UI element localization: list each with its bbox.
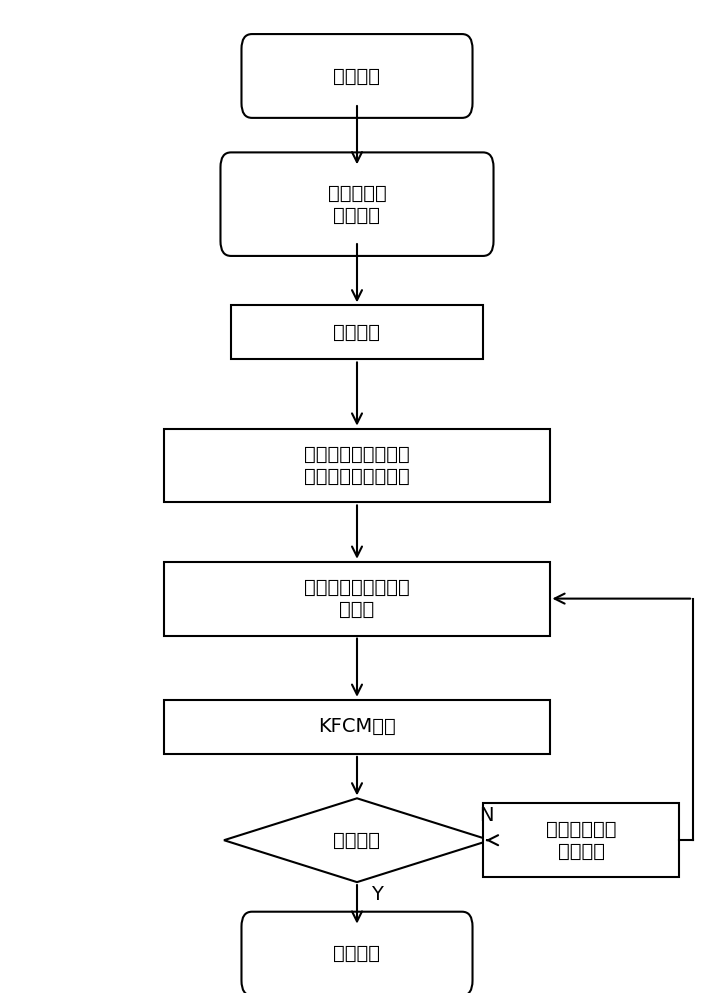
- Text: 粒子群个体最优及全
局最优: 粒子群个体最优及全 局最优: [304, 578, 410, 619]
- Bar: [231, 305, 483, 359]
- Text: N: N: [479, 806, 494, 825]
- Text: 数据读取: 数据读取: [333, 66, 381, 85]
- Bar: [483, 803, 679, 877]
- Polygon shape: [224, 798, 490, 882]
- Text: 更新粒子群速
度及位置: 更新粒子群速 度及位置: [545, 820, 616, 861]
- Text: Y: Y: [371, 885, 383, 904]
- Text: 原始数据归
一化处理: 原始数据归 一化处理: [328, 184, 386, 225]
- FancyBboxPatch shape: [221, 152, 493, 256]
- Text: 终止条件: 终止条件: [333, 831, 381, 850]
- Bar: [164, 429, 550, 502]
- Bar: [164, 700, 550, 754]
- Text: 初始粒子群位置及粒
子速度，计算适应度: 初始粒子群位置及粒 子速度，计算适应度: [304, 445, 410, 486]
- Bar: [164, 562, 550, 636]
- Text: 输出结果: 输出结果: [333, 944, 381, 963]
- FancyBboxPatch shape: [241, 912, 473, 996]
- Text: 参数设定: 参数设定: [333, 323, 381, 342]
- FancyBboxPatch shape: [241, 34, 473, 118]
- Text: KFCM算法: KFCM算法: [318, 717, 396, 736]
